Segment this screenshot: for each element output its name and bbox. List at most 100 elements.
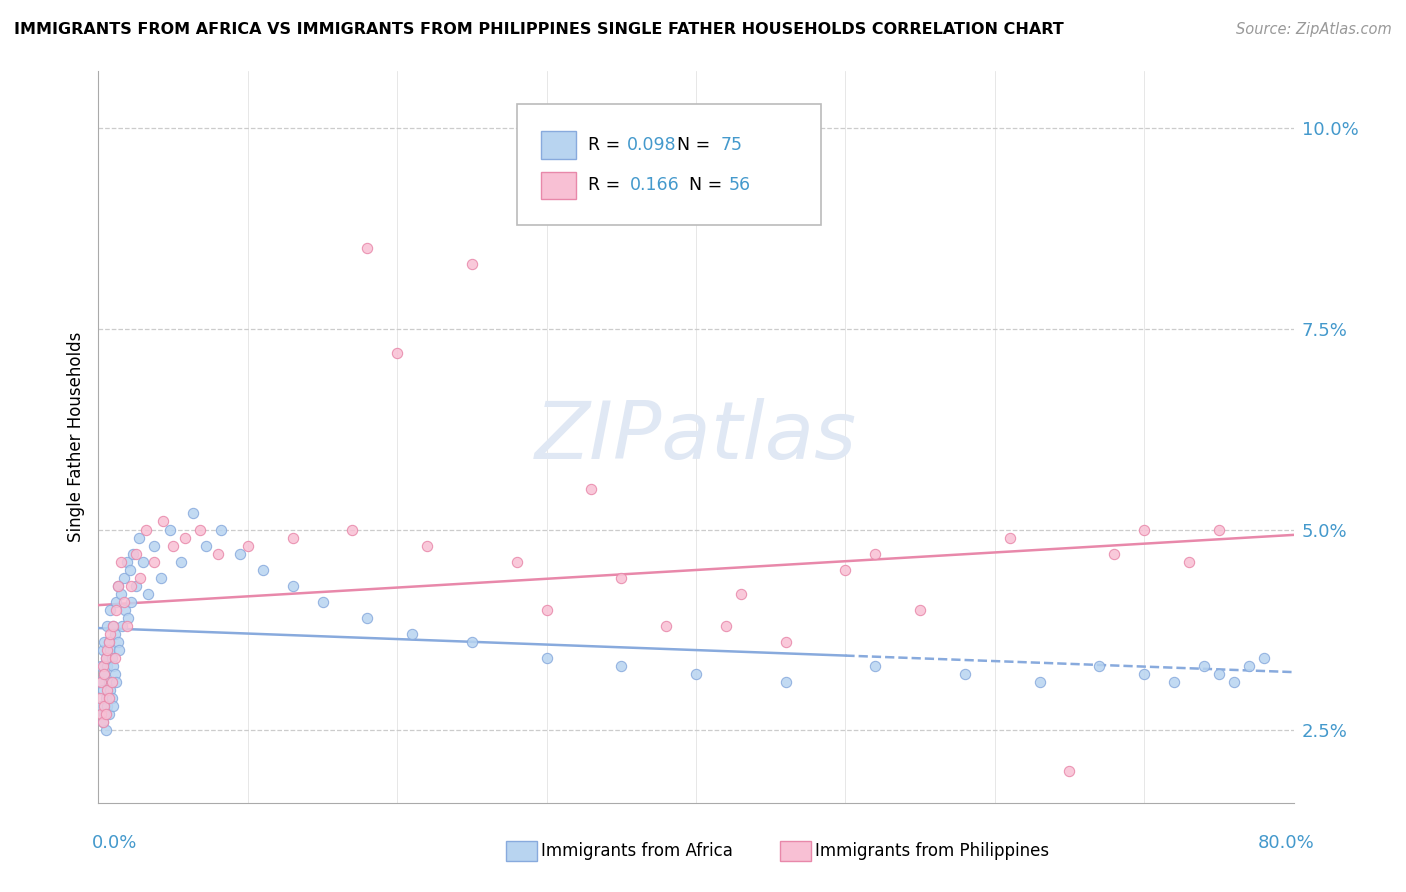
- Point: [112, 595, 135, 609]
- Point: [93, 667, 115, 681]
- Point: [506, 555, 529, 569]
- Point: [96, 619, 118, 633]
- Point: [104, 651, 127, 665]
- Point: [120, 595, 142, 609]
- Text: N =: N =: [666, 136, 716, 154]
- FancyBboxPatch shape: [541, 131, 576, 159]
- Point: [125, 579, 148, 593]
- Point: [150, 571, 173, 585]
- Point: [1163, 675, 1185, 690]
- Point: [281, 579, 304, 593]
- Point: [281, 531, 304, 545]
- Point: [104, 667, 127, 681]
- Point: [96, 659, 118, 673]
- Point: [89, 675, 111, 690]
- Point: [311, 595, 333, 609]
- Point: [135, 523, 157, 537]
- Point: [775, 635, 797, 649]
- Point: [252, 563, 274, 577]
- Point: [385, 345, 409, 359]
- Point: [91, 659, 114, 673]
- Point: [128, 531, 150, 545]
- Point: [1104, 547, 1126, 561]
- Point: [1028, 675, 1050, 690]
- Point: [91, 715, 114, 730]
- Text: N =: N =: [678, 177, 728, 194]
- Point: [89, 691, 111, 706]
- Text: 0.166: 0.166: [630, 177, 681, 194]
- FancyBboxPatch shape: [541, 171, 576, 199]
- Point: [1192, 659, 1215, 673]
- Point: [655, 619, 678, 633]
- Point: [236, 539, 259, 553]
- Point: [107, 635, 129, 649]
- Point: [115, 555, 138, 569]
- Point: [114, 603, 136, 617]
- Point: [775, 675, 797, 690]
- Point: [1208, 667, 1230, 681]
- Point: [461, 257, 484, 271]
- Point: [98, 683, 122, 698]
- Point: [90, 659, 112, 673]
- Point: [94, 651, 117, 665]
- Point: [188, 523, 211, 537]
- Point: [94, 651, 117, 665]
- Point: [101, 651, 124, 665]
- Point: [110, 587, 132, 601]
- Point: [129, 571, 152, 585]
- Point: [93, 707, 115, 722]
- Point: [96, 683, 118, 698]
- Point: [97, 691, 120, 706]
- Point: [103, 619, 125, 633]
- Point: [98, 627, 122, 641]
- Point: [111, 619, 134, 633]
- Point: [107, 579, 129, 593]
- Point: [103, 659, 125, 673]
- Point: [461, 635, 484, 649]
- Point: [136, 587, 159, 601]
- Point: [97, 707, 120, 722]
- Point: [162, 539, 184, 553]
- Point: [356, 611, 378, 625]
- Point: [105, 603, 128, 617]
- Point: [685, 667, 707, 681]
- Text: Immigrants from Africa: Immigrants from Africa: [541, 842, 733, 860]
- Point: [115, 619, 138, 633]
- Text: 56: 56: [728, 177, 751, 194]
- Text: R =: R =: [589, 136, 626, 154]
- Text: ZIPatlas: ZIPatlas: [534, 398, 858, 476]
- Point: [356, 241, 378, 255]
- Point: [120, 579, 142, 593]
- Point: [142, 555, 165, 569]
- Point: [953, 667, 976, 681]
- Text: R =: R =: [589, 177, 631, 194]
- Point: [401, 627, 423, 641]
- Point: [103, 699, 125, 714]
- Point: [998, 531, 1021, 545]
- Point: [1133, 523, 1156, 537]
- Point: [169, 555, 191, 569]
- Text: 0.0%: 0.0%: [91, 834, 136, 852]
- Point: [91, 643, 114, 657]
- Text: IMMIGRANTS FROM AFRICA VS IMMIGRANTS FROM PHILIPPINES SINGLE FATHER HOUSEHOLDS C: IMMIGRANTS FROM AFRICA VS IMMIGRANTS FRO…: [14, 22, 1064, 37]
- Point: [125, 547, 148, 561]
- Point: [1088, 659, 1111, 673]
- Point: [97, 635, 120, 649]
- Point: [108, 643, 131, 657]
- Point: [90, 707, 112, 722]
- Point: [93, 667, 115, 681]
- Y-axis label: Single Father Households: Single Father Households: [66, 332, 84, 542]
- Point: [865, 547, 887, 561]
- Point: [1223, 675, 1246, 690]
- Point: [90, 675, 112, 690]
- Text: Source: ZipAtlas.com: Source: ZipAtlas.com: [1236, 22, 1392, 37]
- Point: [105, 595, 128, 609]
- Point: [536, 651, 558, 665]
- Point: [159, 523, 181, 537]
- Point: [112, 571, 135, 585]
- Point: [152, 515, 174, 529]
- Point: [229, 547, 252, 561]
- Point: [610, 659, 633, 673]
- Text: Immigrants from Philippines: Immigrants from Philippines: [815, 842, 1050, 860]
- Point: [536, 603, 558, 617]
